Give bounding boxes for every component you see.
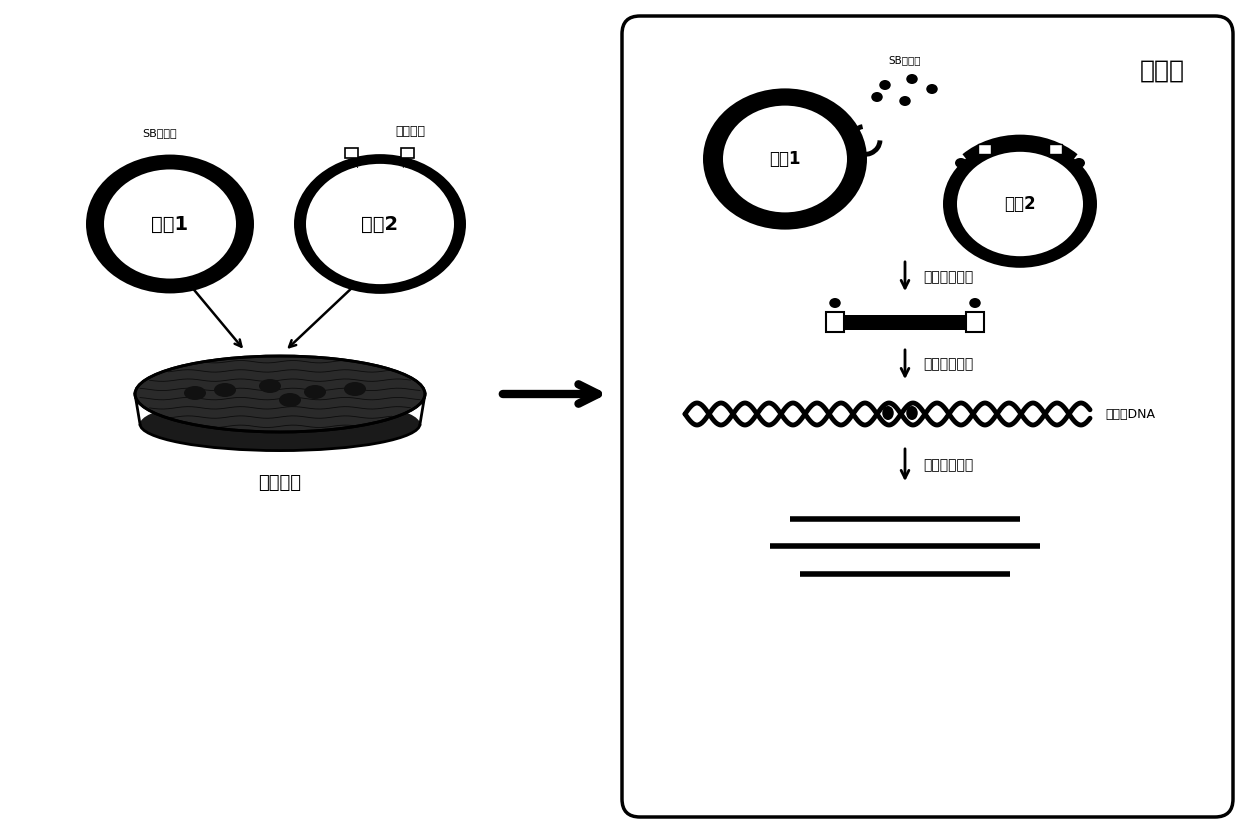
Text: ITR: ITR xyxy=(402,161,414,170)
Ellipse shape xyxy=(879,80,890,90)
Ellipse shape xyxy=(703,88,867,230)
Text: 载体1: 载体1 xyxy=(769,150,801,168)
Ellipse shape xyxy=(184,386,206,400)
Ellipse shape xyxy=(970,298,981,308)
Ellipse shape xyxy=(906,74,918,84)
Text: SB转座酶: SB转座酶 xyxy=(889,55,921,65)
Ellipse shape xyxy=(926,84,937,94)
Ellipse shape xyxy=(872,92,883,102)
Text: 基因组DNA: 基因组DNA xyxy=(1105,408,1154,420)
Bar xyxy=(826,312,844,331)
Bar xyxy=(966,312,985,331)
Ellipse shape xyxy=(957,152,1083,256)
Ellipse shape xyxy=(830,298,841,308)
Ellipse shape xyxy=(1073,158,1085,168)
Text: 剪切目的基因: 剪切目的基因 xyxy=(923,270,973,284)
Ellipse shape xyxy=(304,385,326,399)
Text: 表达目的基因: 表达目的基因 xyxy=(923,458,973,472)
Text: ITR: ITR xyxy=(345,161,358,170)
Text: 载体2: 载体2 xyxy=(1004,195,1035,213)
Ellipse shape xyxy=(882,406,894,420)
Bar xyxy=(978,143,991,153)
Ellipse shape xyxy=(899,96,910,106)
Bar xyxy=(1049,143,1061,153)
Ellipse shape xyxy=(723,105,847,213)
Bar xyxy=(346,148,358,158)
FancyBboxPatch shape xyxy=(622,16,1233,817)
Bar xyxy=(835,315,975,330)
Ellipse shape xyxy=(140,397,420,451)
Ellipse shape xyxy=(942,140,1097,268)
Ellipse shape xyxy=(135,356,425,432)
Text: 细胞内: 细胞内 xyxy=(1140,59,1185,83)
Text: 载体2: 载体2 xyxy=(361,214,398,233)
Text: 载体1: 载体1 xyxy=(151,214,188,233)
Ellipse shape xyxy=(343,382,366,396)
Ellipse shape xyxy=(955,158,967,168)
Ellipse shape xyxy=(294,154,466,294)
Text: 目的基因: 目的基因 xyxy=(396,125,425,138)
Ellipse shape xyxy=(86,155,254,293)
Ellipse shape xyxy=(279,393,301,407)
Ellipse shape xyxy=(259,379,281,393)
Text: SB转座酶: SB转座酶 xyxy=(143,128,177,138)
Ellipse shape xyxy=(215,383,236,397)
Ellipse shape xyxy=(906,406,918,420)
Bar xyxy=(402,148,414,158)
Ellipse shape xyxy=(306,164,454,284)
Text: 整合目的基因: 整合目的基因 xyxy=(923,357,973,371)
Ellipse shape xyxy=(104,170,236,279)
Text: 转染细胞: 转染细胞 xyxy=(258,474,301,492)
